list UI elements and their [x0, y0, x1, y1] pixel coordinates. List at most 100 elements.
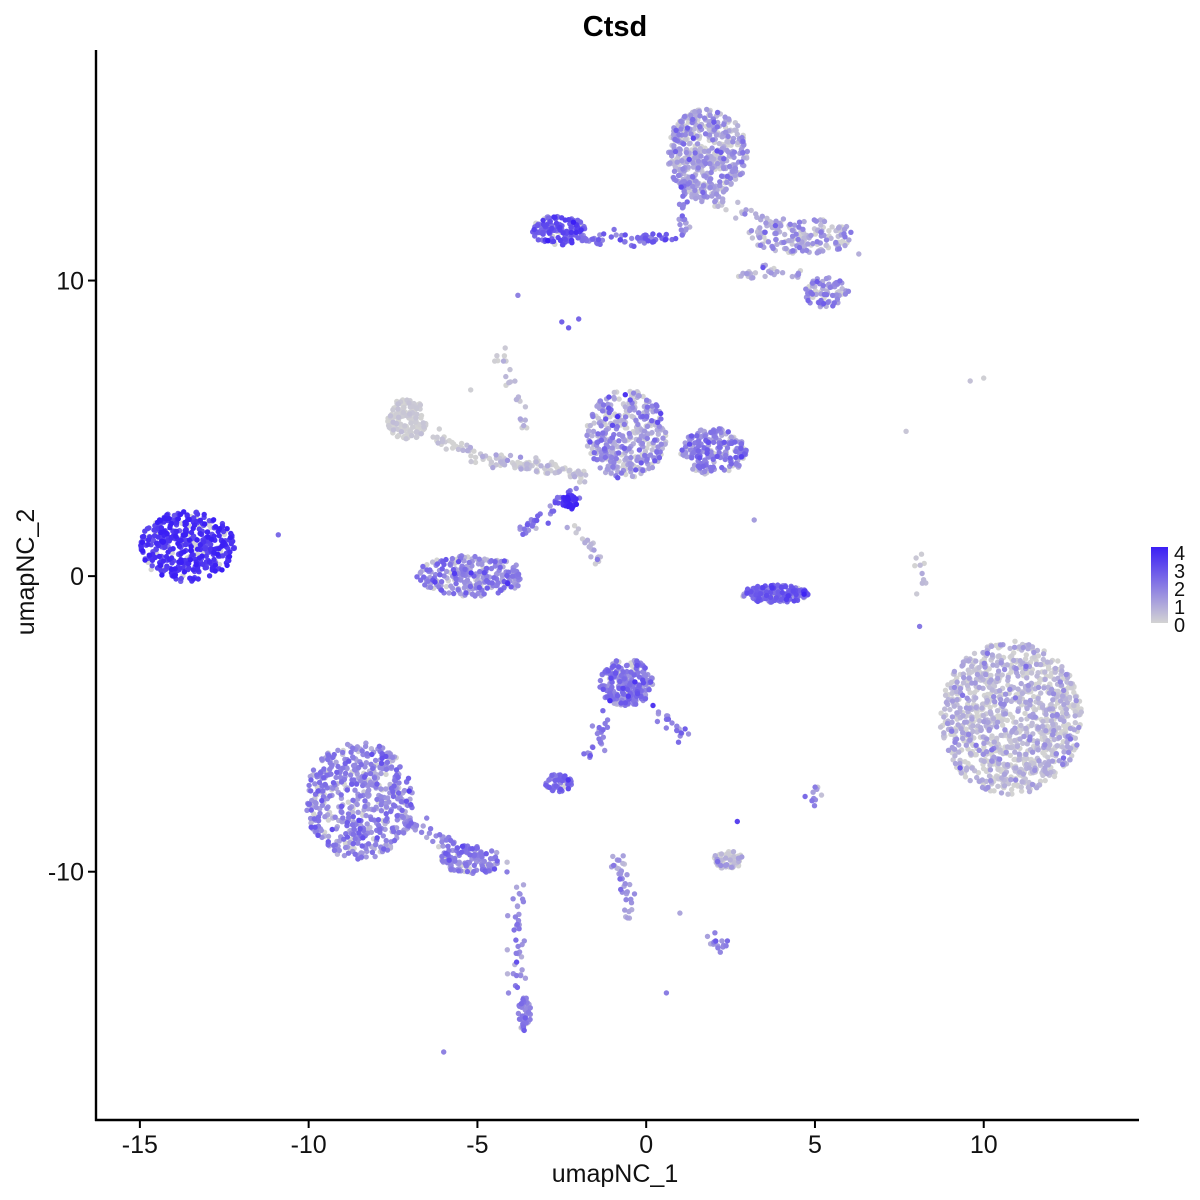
- cell-point: [1038, 661, 1044, 668]
- cell-point: [347, 772, 354, 778]
- cell-point: [947, 706, 953, 713]
- cell-point: [969, 765, 975, 771]
- cell-point: [997, 747, 1003, 753]
- cell-point: [1066, 694, 1073, 700]
- cell-point: [1054, 743, 1061, 749]
- cell-point: [467, 852, 473, 858]
- cell-point: [693, 195, 699, 202]
- cell-point: [484, 577, 490, 584]
- cell-point: [728, 434, 734, 440]
- cell-point: [398, 429, 405, 435]
- cell-point: [672, 148, 679, 155]
- cell-point: [628, 454, 634, 461]
- cell-point: [627, 881, 633, 888]
- cell-point: [743, 270, 750, 277]
- cell-point: [621, 461, 627, 468]
- cell-point: [722, 862, 729, 868]
- cell-point: [828, 235, 834, 241]
- cell-point: [358, 761, 364, 768]
- cell-point: [522, 417, 528, 423]
- cell-point: [1027, 737, 1033, 743]
- cell-point: [778, 584, 785, 590]
- cell-point: [522, 1015, 528, 1021]
- cell-point: [357, 793, 364, 799]
- cell-point: [912, 563, 918, 569]
- cell-point: [618, 868, 625, 874]
- cell-point: [449, 585, 456, 591]
- cell-point: [973, 704, 979, 711]
- cell-point: [448, 866, 454, 873]
- cell-point: [371, 807, 377, 813]
- cell-point: [582, 479, 588, 485]
- cell-point: [967, 378, 973, 384]
- cell-point: [952, 739, 958, 745]
- cell-point: [713, 938, 719, 944]
- cell-point: [359, 748, 365, 754]
- cell-point: [673, 127, 679, 133]
- cell-point: [818, 229, 824, 235]
- cell-point: [1044, 659, 1051, 665]
- cell-point: [829, 224, 835, 230]
- cell-point: [721, 165, 727, 172]
- cell-point: [498, 459, 504, 465]
- cell-point: [808, 232, 814, 239]
- cell-point: [517, 891, 523, 897]
- cell-point: [724, 179, 730, 186]
- cell-point: [636, 447, 643, 453]
- cell-point: [1012, 638, 1018, 644]
- cell-point: [1056, 725, 1062, 731]
- cell-point: [809, 798, 815, 804]
- cell-point: [540, 229, 546, 236]
- cell-point: [587, 439, 593, 445]
- cell-point: [837, 278, 843, 284]
- cell-point: [765, 239, 772, 245]
- cell-point: [785, 593, 791, 599]
- cell-point: [679, 205, 686, 211]
- cell-point: [388, 764, 395, 770]
- cell-point: [972, 680, 978, 686]
- cell-point: [1018, 784, 1024, 790]
- cell-point: [757, 225, 763, 231]
- cell-point: [498, 587, 504, 593]
- cell-point: [727, 857, 733, 863]
- cell-point: [768, 270, 774, 276]
- cell-point: [349, 781, 355, 787]
- cell-point: [364, 821, 370, 827]
- cell-point: [727, 455, 733, 461]
- cell-point: [1057, 698, 1064, 704]
- cell-point: [744, 590, 750, 596]
- cell-point: [725, 133, 731, 140]
- cell-point: [546, 784, 552, 790]
- cell-point: [683, 136, 689, 143]
- cell-point: [963, 742, 969, 748]
- cell-point: [590, 413, 596, 420]
- cell-point: [590, 744, 596, 751]
- cell-point: [782, 231, 788, 238]
- cell-point: [420, 823, 426, 829]
- cell-point: [562, 236, 568, 243]
- cell-point: [355, 809, 361, 815]
- cell-point: [1050, 691, 1057, 697]
- cell-point: [987, 767, 994, 773]
- cell-point: [372, 841, 379, 848]
- cell-point: [421, 574, 427, 580]
- cell-point: [344, 819, 350, 826]
- cell-point: [639, 440, 646, 447]
- cell-point: [350, 840, 357, 847]
- cell-point: [764, 215, 770, 221]
- cell-point: [1033, 661, 1040, 667]
- cell-point: [700, 183, 707, 189]
- cell-point: [613, 419, 620, 425]
- cell-point: [546, 229, 552, 236]
- cell-point: [949, 728, 955, 734]
- cell-point: [994, 708, 1001, 714]
- cell-point: [1002, 711, 1009, 717]
- cell-point: [999, 672, 1005, 678]
- cell-point: [608, 234, 614, 240]
- cell-point: [759, 213, 765, 219]
- cell-point: [178, 575, 184, 582]
- cell-point: [781, 239, 787, 246]
- cell-point: [644, 397, 650, 403]
- cell-point: [315, 788, 321, 794]
- cell-point: [674, 159, 680, 165]
